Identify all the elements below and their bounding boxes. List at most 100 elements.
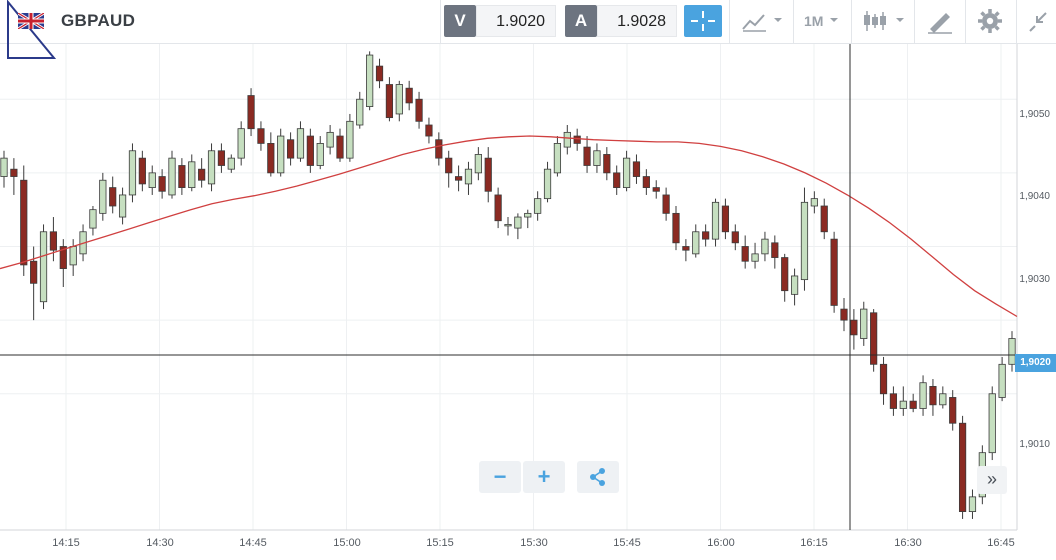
bull-candle (69, 246, 77, 266)
bull-candle (761, 238, 769, 255)
bull-candle (1008, 338, 1016, 365)
bull-candle (326, 131, 334, 148)
bull-candle (237, 128, 245, 159)
bear-candle (217, 150, 226, 166)
bull-candle (474, 154, 482, 174)
toolbar-divider (729, 0, 730, 44)
bear-candle (336, 135, 344, 159)
bear-candle (850, 319, 858, 336)
buy-button[interactable]: A (565, 5, 597, 37)
bear-candle (613, 172, 621, 188)
time-tick: 14:45 (239, 537, 267, 549)
bull-candle (998, 363, 1006, 398)
bear-candle (257, 128, 265, 144)
time-tick: 15:30 (520, 537, 548, 549)
bear-candle (909, 400, 917, 409)
bear-candle (583, 146, 591, 166)
bull-candle (316, 143, 324, 166)
symbol-title: GBPAUD (61, 11, 136, 30)
bear-candle (247, 95, 255, 130)
zoom-out-button[interactable]: − (479, 461, 521, 493)
toolbar-divider (1016, 0, 1017, 44)
moving-average-line (0, 135, 1018, 318)
bear-candle (889, 393, 898, 409)
price-tick: 1,9040 (1019, 191, 1050, 202)
toolbar-divider (851, 0, 852, 44)
bull-candle (593, 150, 601, 166)
bear-candle (632, 161, 641, 177)
share-button[interactable] (577, 461, 619, 493)
time-tick: 15:45 (613, 537, 641, 549)
crosshair-button[interactable] (684, 5, 722, 37)
settings-icon[interactable] (976, 7, 1004, 35)
time-tick: 14:15 (52, 537, 80, 549)
bear-candle (30, 260, 38, 284)
bear-candle (306, 135, 314, 166)
sell-price[interactable]: 1.9020 (476, 5, 556, 37)
gb-flag-icon (18, 13, 44, 29)
toolbar-divider (914, 0, 915, 44)
bull-candle (968, 496, 977, 512)
bear-candle (138, 157, 146, 185)
toolbar-divider (965, 0, 966, 44)
bull-candle (128, 150, 137, 196)
price-tick: 1,9030 (1019, 274, 1050, 285)
bear-candle (198, 168, 206, 181)
bull-candle (99, 179, 107, 214)
current-price-tag: 1,9020 (1015, 354, 1056, 372)
bull-candle (366, 54, 374, 107)
bear-candle (454, 176, 463, 181)
collapse-icon[interactable] (1026, 7, 1052, 35)
bull-candle (919, 382, 927, 409)
bear-candle (820, 205, 828, 233)
chevron-down-icon (830, 18, 838, 22)
bull-candle (800, 201, 809, 281)
indicators-icon[interactable] (740, 7, 786, 35)
bull-candle (39, 231, 48, 303)
bear-candle (59, 246, 67, 269)
bear-candle (721, 205, 730, 233)
bull-candle (89, 209, 97, 229)
timeframe-selector[interactable]: 1M (804, 13, 824, 29)
share-icon (590, 468, 605, 486)
bull-candle (534, 198, 542, 214)
bull-candle (207, 150, 216, 185)
bull-candle (118, 194, 127, 218)
bull-candle (988, 393, 996, 454)
bear-candle (20, 179, 28, 266)
draw-icon[interactable] (926, 7, 954, 35)
zoom-in-button[interactable]: + (523, 461, 565, 493)
bear-candle (741, 246, 749, 262)
bull-candle (0, 157, 8, 177)
bull-candle (504, 224, 512, 227)
bull-candle (711, 201, 720, 240)
scroll-to-latest-button[interactable]: » (977, 466, 1007, 494)
sell-button[interactable]: V (444, 5, 476, 37)
bear-candle (603, 154, 611, 174)
bear-candle (405, 87, 413, 104)
time-tick: 16:30 (894, 537, 922, 549)
price-chart[interactable] (0, 44, 1056, 560)
bull-candle (168, 157, 176, 196)
bull-candle (514, 216, 522, 229)
bear-candle (109, 187, 117, 207)
bear-candle (949, 397, 957, 424)
bear-candle (731, 231, 739, 244)
candles (0, 51, 1016, 519)
price-tick: 1,9050 (1019, 109, 1050, 120)
bear-candle (375, 65, 384, 82)
bear-candle (484, 157, 492, 192)
bull-candle (524, 212, 532, 218)
bear-candle (435, 139, 443, 159)
bear-candle (49, 231, 58, 251)
bull-candle (860, 308, 868, 339)
buy-price[interactable]: 1.9028 (597, 5, 677, 37)
bear-candle (158, 176, 166, 192)
bear-candle (267, 143, 275, 174)
candle-type-icon[interactable] (862, 7, 908, 35)
bull-candle (148, 172, 156, 188)
chart-grid (0, 44, 1017, 530)
bull-candle (810, 198, 818, 207)
bear-candle (415, 98, 423, 122)
bull-candle (939, 393, 947, 406)
